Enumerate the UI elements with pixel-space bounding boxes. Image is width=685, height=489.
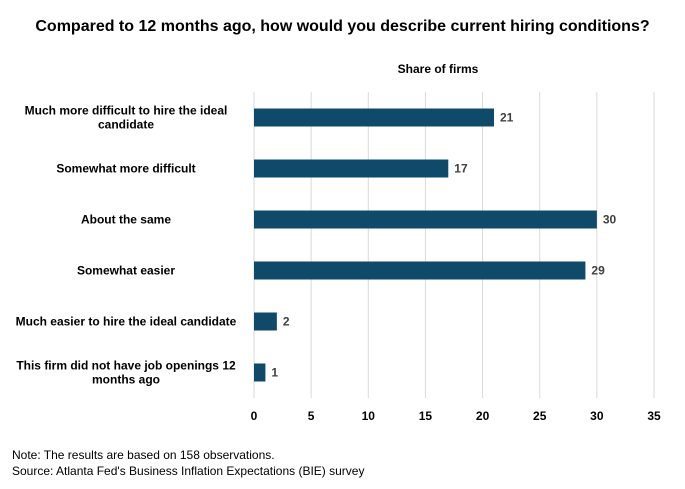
x-tick-label: 35 bbox=[647, 409, 661, 423]
data-label: 17 bbox=[454, 162, 468, 176]
x-tick-label: 10 bbox=[362, 409, 376, 423]
bar bbox=[254, 210, 597, 229]
category-label: Somewhat more difficult bbox=[56, 162, 195, 176]
data-label: 30 bbox=[603, 213, 617, 227]
bar bbox=[254, 261, 586, 280]
bar bbox=[254, 108, 494, 127]
source-text: Source: Atlanta Fed's Business Inflation… bbox=[12, 464, 365, 478]
data-label: 29 bbox=[591, 264, 605, 278]
x-tick-label: 5 bbox=[308, 409, 315, 423]
x-tick-label: 0 bbox=[251, 409, 258, 423]
category-label: Much more difficult to hire the ideal can… bbox=[25, 104, 228, 132]
category-label: About the same bbox=[81, 213, 171, 227]
bar bbox=[254, 312, 277, 331]
category-label: This firm did not have job openings 12 mo… bbox=[16, 359, 236, 387]
category-label: Somewhat easier bbox=[77, 264, 175, 278]
note-text: Note: The results are based on 158 obser… bbox=[12, 448, 275, 462]
chart-notes: Note: The results are based on 158 obser… bbox=[12, 447, 364, 479]
bar bbox=[254, 159, 449, 178]
data-label: 1 bbox=[271, 366, 278, 380]
data-label: 2 bbox=[283, 315, 290, 329]
x-tick-label: 25 bbox=[533, 409, 547, 423]
x-tick-label: 15 bbox=[419, 409, 433, 423]
chart-title: Compared to 12 months ago, how would you… bbox=[35, 18, 650, 35]
x-tick-label: 30 bbox=[590, 409, 604, 423]
data-label: 21 bbox=[500, 111, 514, 125]
category-label: Much easier to hire the ideal candidate bbox=[16, 315, 237, 329]
x-tick-label: 20 bbox=[476, 409, 490, 423]
bar bbox=[254, 363, 266, 382]
axis-title: Share of firms bbox=[397, 62, 479, 76]
